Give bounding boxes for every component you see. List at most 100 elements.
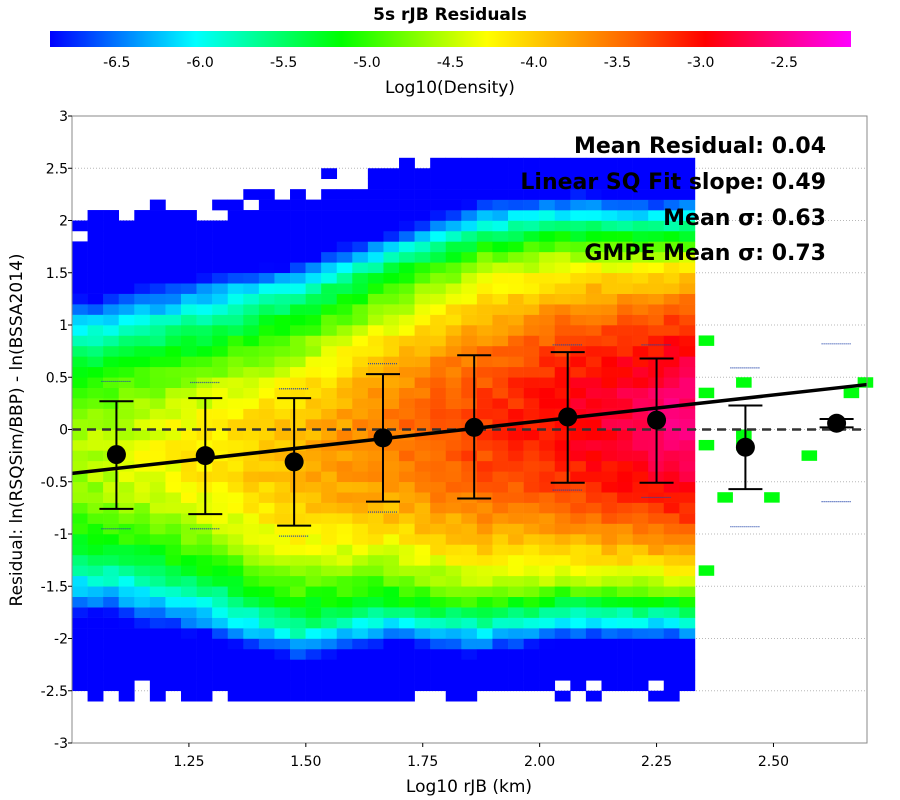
- heatmap-cell: [321, 335, 338, 347]
- heatmap-cell: [617, 450, 633, 462]
- heatmap-cell: [181, 450, 197, 462]
- heatmap-cell: [617, 335, 633, 347]
- heatmap-cell: [274, 387, 291, 399]
- heatmap-cell: [181, 575, 197, 587]
- heatmap-cell: [632, 262, 649, 274]
- heatmap-cell: [258, 387, 275, 399]
- heatmap-cell: [212, 262, 229, 274]
- heatmap-cell: [617, 293, 633, 305]
- y-tick-label: -2.5: [41, 684, 68, 700]
- heatmap-cell: [476, 439, 493, 451]
- heatmap-cell: [227, 690, 244, 702]
- heatmap-cell: [258, 325, 275, 336]
- heatmap-cell: [352, 314, 369, 326]
- heatmap-cell: [476, 575, 493, 587]
- heatmap-cell: [72, 502, 88, 514]
- y-tick-label: 2.5: [46, 161, 68, 177]
- heatmap-cell: [476, 199, 493, 211]
- heatmap-cell: [679, 648, 696, 660]
- heatmap-cell: [430, 471, 447, 483]
- heatmap-cell: [305, 398, 322, 409]
- heatmap-cell: [134, 419, 151, 430]
- heatmap-cell: [445, 669, 462, 681]
- heatmap-cell: [523, 544, 540, 556]
- heatmap-cell: [508, 199, 524, 211]
- heatmap-cell: [632, 460, 649, 472]
- heatmap-cell: [632, 534, 649, 545]
- heatmap-cell: [243, 638, 260, 650]
- heatmap-cell: [523, 586, 540, 597]
- heatmap-cell: [523, 366, 540, 378]
- heatmap-cell: [134, 241, 151, 253]
- heatmap-cell: [290, 648, 306, 660]
- heatmap-cell: [274, 450, 291, 462]
- heatmap-cell: [430, 178, 447, 190]
- heatmap-cell: [492, 230, 509, 242]
- heatmap-cell: [352, 638, 369, 650]
- mean-point: [558, 407, 578, 427]
- heatmap-cell: [461, 607, 478, 618]
- heatmap-cell: [632, 513, 649, 524]
- heatmap-cell: [414, 471, 431, 483]
- heatmap-cell: [461, 377, 478, 388]
- heatmap-cell: [181, 648, 197, 660]
- heatmap-cell: [321, 168, 338, 179]
- heatmap-cell: [227, 481, 244, 493]
- heatmap-cell: [617, 356, 633, 368]
- heatmap-cell: [336, 596, 353, 608]
- heatmap-cell: [570, 596, 587, 608]
- heatmap-cell: [274, 220, 291, 232]
- heatmap-cell: [523, 534, 540, 545]
- heatmap-cell: [181, 283, 197, 294]
- heatmap-cell: [321, 523, 338, 535]
- heatmap-cell: [461, 189, 478, 200]
- heatmap-cell: [258, 345, 275, 357]
- heatmap-cell: [461, 596, 478, 608]
- heatmap-cell: [258, 262, 275, 274]
- heatmap-cell: [227, 325, 244, 336]
- heatmap-cell: [290, 471, 306, 483]
- heatmap-cell: [336, 366, 353, 378]
- heatmap-cell: [648, 481, 665, 493]
- heatmap-cell: [87, 377, 104, 388]
- heatmap-cell: [243, 366, 260, 378]
- heatmap-cell: [181, 439, 197, 451]
- heatmap-cell: [243, 419, 260, 430]
- heatmap-cell: [367, 669, 384, 681]
- heatmap-cell: [663, 450, 680, 462]
- heatmap-cell: [476, 210, 493, 221]
- heatmap-cell: [227, 262, 244, 274]
- heatmap-cell: [258, 669, 275, 681]
- heatmap-cell: [414, 356, 431, 368]
- heatmap-cell: [134, 304, 151, 315]
- heatmap-cell: [461, 690, 478, 702]
- plot-area: [71, 115, 874, 744]
- heatmap-cell: [165, 220, 182, 232]
- heatmap-cell: [539, 398, 556, 409]
- heatmap-cell: [336, 690, 353, 702]
- heatmap-cell: [103, 377, 120, 388]
- heatmap-cell: [399, 325, 415, 336]
- heatmap-cell: [554, 325, 571, 336]
- mean-point: [464, 417, 484, 437]
- heatmap-cell: [554, 272, 571, 284]
- heatmap-cell: [87, 513, 104, 524]
- heatmap-cell: [539, 210, 556, 221]
- heatmap-cell: [336, 345, 353, 357]
- heatmap-cell: [336, 189, 353, 200]
- heatmap-cell: [134, 314, 151, 326]
- heatmap-cell: [134, 272, 151, 284]
- heatmap-cell: [103, 575, 120, 587]
- heatmap-cell: [196, 617, 213, 629]
- heatmap-cell: [367, 502, 384, 514]
- heatmap-cell: [461, 575, 478, 587]
- heatmap-cell: [554, 230, 571, 242]
- heatmap-cell: [539, 544, 556, 556]
- x-tick-label: 1.25: [173, 754, 204, 770]
- heatmap-cell: [367, 220, 384, 232]
- heatmap-cell: [305, 690, 322, 702]
- heatmap-cell: [430, 220, 447, 232]
- heatmap-cell: [492, 283, 509, 294]
- heatmap-cell: [508, 272, 524, 284]
- binned-mean-group: [365, 363, 400, 513]
